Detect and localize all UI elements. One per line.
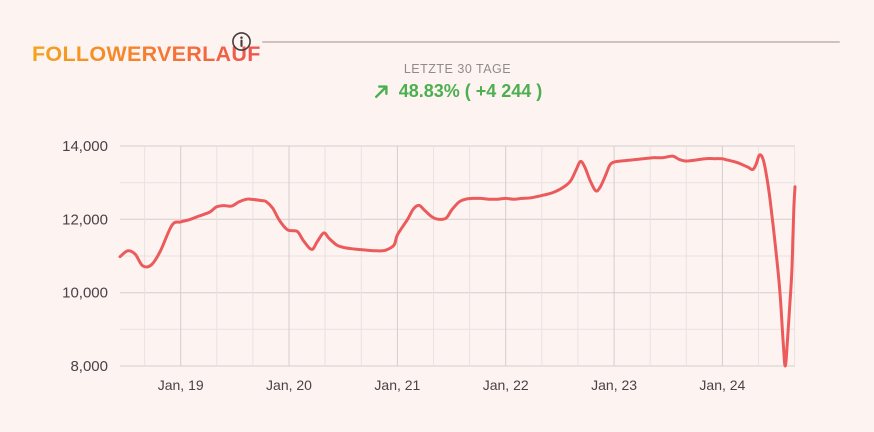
x-tick-label: Jan, 23 bbox=[591, 377, 637, 393]
x-tick-label: Jan, 22 bbox=[483, 377, 529, 393]
header-divider bbox=[262, 41, 840, 43]
y-tick-label: 10,000 bbox=[62, 285, 108, 302]
arrow-up-right-icon bbox=[374, 85, 388, 98]
x-tick-label: Jan, 20 bbox=[266, 377, 312, 393]
page-title: FOLLOWERVERLAUF bbox=[32, 42, 261, 67]
info-icon[interactable] bbox=[231, 31, 252, 52]
y-tick-label: 8,000 bbox=[70, 358, 108, 375]
info-circle-icon bbox=[232, 32, 251, 51]
series-line-followers bbox=[118, 153, 797, 368]
x-tick-label: Jan, 24 bbox=[699, 377, 745, 393]
stats-block: LETZTE 30 TAGE 48.83% ( +4 244 ) bbox=[120, 62, 795, 102]
period-label: LETZTE 30 TAGE bbox=[403, 62, 512, 76]
y-tick-label: 14,000 bbox=[62, 138, 108, 155]
trend-row: 48.83% ( +4 244 ) bbox=[120, 81, 795, 102]
x-tick-label: Jan, 21 bbox=[374, 377, 420, 393]
y-tick-label: 12,000 bbox=[62, 211, 108, 228]
x-tick-label: Jan, 19 bbox=[158, 377, 204, 393]
trend-value: 48.83% ( +4 244 ) bbox=[398, 81, 543, 101]
